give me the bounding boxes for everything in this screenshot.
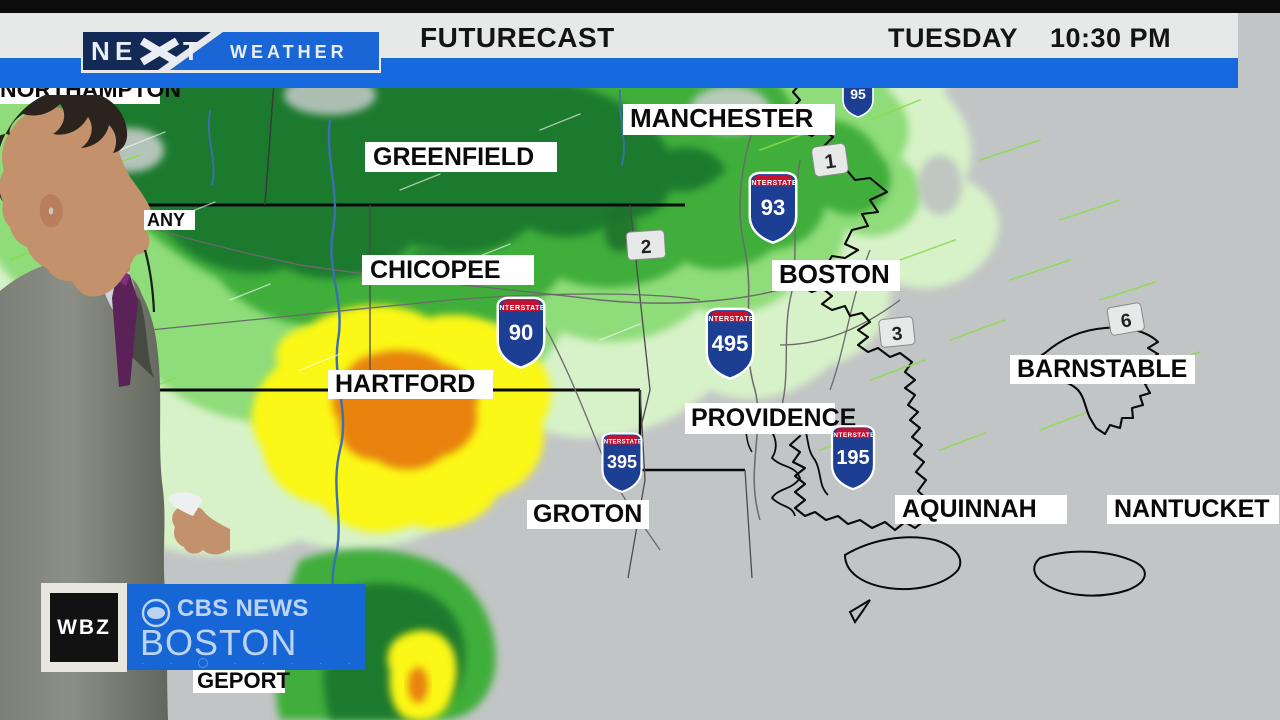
svg-text:AQUINNAH: AQUINNAH: [902, 495, 1037, 523]
svg-text:93: 93: [761, 195, 785, 220]
svg-text:195: 195: [836, 447, 869, 469]
svg-text:90: 90: [509, 320, 533, 345]
svg-text:BOSTON: BOSTON: [779, 259, 890, 289]
svg-text:CHICOPEE: CHICOPEE: [370, 256, 501, 284]
svg-text:3: 3: [891, 323, 904, 345]
svg-text:MANCHESTER: MANCHESTER: [630, 103, 814, 133]
svg-text:395: 395: [607, 452, 637, 472]
svg-text:GROTON: GROTON: [533, 500, 642, 528]
svg-text:HARTFORD: HARTFORD: [335, 370, 475, 398]
svg-text:GREENFIELD: GREENFIELD: [373, 143, 534, 171]
svg-text:495: 495: [712, 331, 749, 356]
svg-text:NANTUCKET: NANTUCKET: [1114, 495, 1270, 523]
svg-text:PROVIDENCE: PROVIDENCE: [691, 404, 856, 432]
svg-text:95: 95: [850, 86, 866, 102]
svg-text:BARNSTABLE: BARNSTABLE: [1017, 355, 1187, 383]
svg-text:E: E: [115, 36, 132, 66]
svg-text:2: 2: [640, 237, 652, 259]
svg-text:WEATHER: WEATHER: [230, 42, 348, 62]
svg-text:T: T: [183, 36, 199, 66]
svg-text:N: N: [91, 36, 110, 66]
